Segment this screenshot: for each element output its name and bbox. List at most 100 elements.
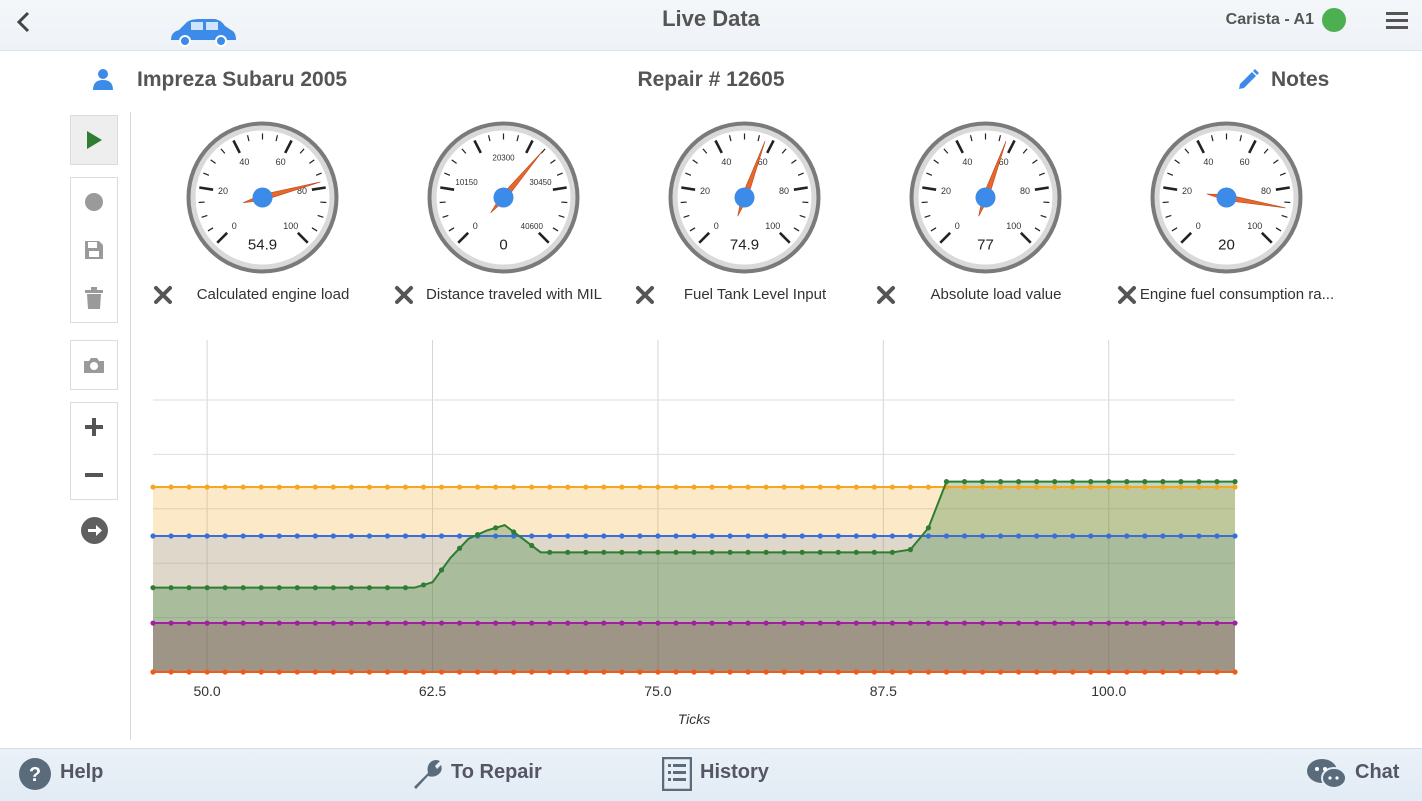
- data-point: [1232, 669, 1237, 674]
- notes-button[interactable]: Notes: [1271, 68, 1329, 92]
- gauge-tick-label: 40: [721, 157, 731, 167]
- data-point: [1016, 620, 1021, 625]
- data-point: [800, 550, 805, 555]
- data-point: [385, 484, 390, 489]
- gauge-tick-label: 0: [1196, 221, 1201, 231]
- record-button[interactable]: [71, 178, 117, 226]
- forward-button[interactable]: [81, 517, 108, 544]
- help-icon[interactable]: ?: [18, 757, 52, 796]
- data-point: [259, 585, 264, 590]
- data-point: [475, 532, 480, 537]
- data-point: [565, 550, 570, 555]
- series-area: [153, 623, 1235, 672]
- data-point: [1196, 479, 1201, 484]
- data-point: [1178, 479, 1183, 484]
- connection-label: Carista - A1: [1226, 11, 1314, 29]
- data-point: [908, 669, 913, 674]
- data-point: [998, 669, 1003, 674]
- play-button[interactable]: [71, 116, 117, 164]
- pencil-icon[interactable]: [1236, 68, 1260, 92]
- data-point: [1034, 479, 1039, 484]
- data-point: [439, 567, 444, 572]
- remove-gauge-icon[interactable]: [153, 285, 173, 305]
- data-point: [403, 669, 408, 674]
- wrench-icon[interactable]: [410, 757, 444, 796]
- data-point: [709, 533, 714, 538]
- remove-gauge-icon[interactable]: [1117, 285, 1137, 305]
- zoom-out-button[interactable]: [71, 451, 117, 499]
- history-button[interactable]: History: [700, 761, 769, 784]
- data-point: [367, 484, 372, 489]
- data-point: [168, 484, 173, 489]
- data-point: [565, 620, 570, 625]
- data-point: [241, 533, 246, 538]
- x-tick-label: 100.0: [1091, 683, 1126, 699]
- data-point: [529, 533, 534, 538]
- data-point: [511, 669, 516, 674]
- data-point: [655, 550, 660, 555]
- data-point: [547, 550, 552, 555]
- chat-icon[interactable]: [1306, 757, 1348, 796]
- data-point: [168, 585, 173, 590]
- data-point: [655, 669, 660, 674]
- data-point: [475, 620, 480, 625]
- page-title: Live Data: [0, 6, 1422, 32]
- data-point: [457, 620, 462, 625]
- data-point: [313, 533, 318, 538]
- divider: [130, 112, 131, 740]
- data-point: [1232, 479, 1237, 484]
- play-icon: [85, 130, 103, 150]
- data-point: [619, 533, 624, 538]
- gauge-label: Absolute load value: [896, 286, 1096, 303]
- remove-gauge-icon[interactable]: [394, 285, 414, 305]
- data-point: [223, 620, 228, 625]
- data-point: [1070, 533, 1075, 538]
- data-point: [800, 533, 805, 538]
- gauge-label: Fuel Tank Level Input: [655, 286, 855, 303]
- data-point: [1160, 620, 1165, 625]
- data-point: [1034, 620, 1039, 625]
- data-point: [493, 620, 498, 625]
- data-point: [962, 669, 967, 674]
- record-group: [70, 177, 118, 323]
- data-point: [1178, 669, 1183, 674]
- data-point: [331, 585, 336, 590]
- menu-icon[interactable]: [1386, 12, 1408, 30]
- data-point: [150, 533, 155, 538]
- data-point: [1232, 620, 1237, 625]
- data-point: [421, 484, 426, 489]
- data-point: [205, 669, 210, 674]
- data-point: [764, 533, 769, 538]
- data-point: [1124, 484, 1129, 489]
- data-point: [295, 533, 300, 538]
- gauge-hub: [735, 188, 755, 208]
- data-point: [186, 669, 191, 674]
- data-point: [1196, 533, 1201, 538]
- data-point: [727, 484, 732, 489]
- data-point: [457, 484, 462, 489]
- data-point: [926, 620, 931, 625]
- data-point: [583, 550, 588, 555]
- gauge-tick-label: 80: [1261, 186, 1271, 196]
- data-point: [1088, 620, 1093, 625]
- remove-gauge-icon[interactable]: [635, 285, 655, 305]
- zoom-in-button[interactable]: [71, 403, 117, 451]
- data-point: [259, 484, 264, 489]
- camera-button[interactable]: [71, 341, 117, 389]
- gauge-hub: [1217, 188, 1237, 208]
- zoom-group: [70, 402, 118, 500]
- save-button[interactable]: [71, 226, 117, 274]
- data-point: [1106, 533, 1111, 538]
- data-point: [367, 533, 372, 538]
- to-repair-button[interactable]: To Repair: [451, 761, 542, 784]
- chat-button[interactable]: Chat: [1355, 761, 1399, 784]
- data-point: [836, 669, 841, 674]
- help-button[interactable]: Help: [60, 761, 103, 784]
- data-point: [1034, 669, 1039, 674]
- remove-gauge-icon[interactable]: [876, 285, 896, 305]
- list-icon[interactable]: [662, 757, 692, 796]
- data-point: [349, 669, 354, 674]
- delete-button[interactable]: [71, 274, 117, 322]
